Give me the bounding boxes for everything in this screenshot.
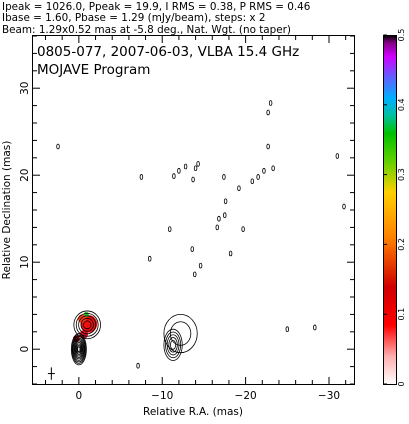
noise-contour (191, 176, 195, 183)
noise-contour (268, 100, 273, 106)
contour-layer (70, 310, 198, 366)
contour-line (75, 342, 83, 357)
contour-line (169, 321, 192, 346)
header-line-2: Ibase = 1.60, Pbase = 1.29 (mJy/beam), s… (2, 12, 265, 24)
noise-contour (271, 165, 275, 172)
contour-line (77, 346, 81, 352)
x-tick-label: 0 (76, 390, 83, 402)
noise-contour (223, 198, 228, 205)
noise-contour (223, 212, 227, 219)
noise-contour (256, 174, 260, 180)
contour-line (75, 343, 82, 355)
noise-contour (217, 215, 221, 222)
y-tick-label: 30 (19, 82, 31, 95)
contour-line (73, 310, 101, 340)
noise-contour (250, 178, 254, 185)
y-tick-label: 20 (19, 169, 31, 182)
noise-contour (342, 203, 346, 210)
noise-contour (177, 168, 181, 174)
noise-contour (190, 246, 194, 252)
y-tick-labels: 0 10 20 30 (19, 82, 31, 353)
noise-contour (172, 173, 176, 179)
noise-contour (183, 163, 188, 170)
header-line-1: Ipeak = 1026.0, Ppeak = 19.9, I RMS = 0.… (2, 1, 310, 13)
contour-line (82, 320, 92, 330)
colorbar-tick-labels: 0 0.1 0.2 0.3 0.4 0.5 (383, 29, 406, 387)
contour-line (73, 339, 84, 360)
contour-line (170, 339, 177, 350)
noise-contour (335, 153, 340, 159)
y-axis-label: Relative Declination (mas) (1, 141, 13, 280)
contour-line (71, 334, 87, 364)
x-tick-label: −20 (235, 390, 257, 402)
noise-contour (139, 174, 144, 180)
noise-contour (266, 109, 270, 116)
noise-contour (313, 324, 317, 331)
noise-contour (285, 326, 289, 332)
contour-line (76, 344, 82, 354)
noise-contour-layer (56, 100, 346, 369)
noise-contour (215, 224, 219, 231)
contour-line (78, 315, 97, 335)
y-tick-label: 0 (19, 346, 31, 353)
contour-line (74, 340, 84, 358)
axis-ticks (33, 35, 354, 385)
chart-subtitle: MOJAVE Program (37, 62, 150, 78)
chart-title: 0805-077, 2007-06-03, VLBA 15.4 GHz (37, 44, 299, 60)
beam-marker (47, 367, 55, 380)
colorbar-tick-label: 0 (397, 381, 406, 386)
noise-contour (136, 362, 140, 369)
noise-contour (222, 174, 226, 180)
noise-contour (241, 226, 245, 232)
contour-line (80, 317, 94, 332)
x-tick-labels: 0 −10 −20 −30 (76, 390, 341, 402)
noise-contour (193, 165, 198, 172)
noise-contour (168, 226, 172, 232)
noise-contour (228, 250, 233, 257)
contour-line (72, 336, 86, 363)
noise-contour (237, 185, 241, 192)
colorbar-tick-label: 0.2 (397, 238, 406, 251)
header-line-3: Beam: 1.29x0.52 mas at -5.8 deg., Nat. W… (2, 24, 291, 36)
contour-line (165, 331, 182, 359)
noise-contour (56, 143, 60, 150)
contour-line (75, 313, 99, 337)
noise-contour (148, 255, 152, 262)
noise-contour (198, 262, 203, 269)
noise-contour (262, 168, 266, 174)
contour-line (73, 337, 85, 361)
noise-contour (196, 161, 200, 167)
colorbar-tick-label: 0.3 (397, 168, 406, 181)
noise-contour (193, 271, 197, 278)
plot-frame (32, 35, 355, 385)
y-tick-label: 10 (19, 256, 31, 269)
contour-line (70, 333, 87, 366)
colorbar-tick-label: 0.5 (397, 29, 406, 42)
colorbar-tick-label: 0.1 (397, 308, 406, 321)
colorbar (383, 35, 397, 385)
contour-line (163, 314, 198, 354)
noise-contour (266, 143, 270, 150)
x-axis-label: Relative R.A. (mas) (143, 406, 243, 418)
x-tick-label: −30 (318, 390, 340, 402)
x-tick-label: −10 (151, 390, 173, 402)
colorbar-tick-label: 0.4 (397, 98, 406, 111)
